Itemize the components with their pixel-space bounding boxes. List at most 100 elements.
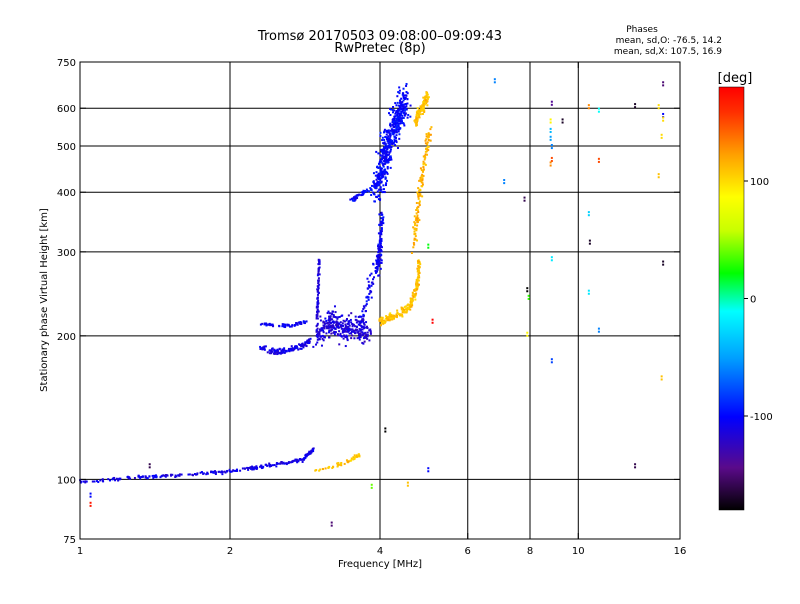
echo-point: [383, 128, 386, 131]
echo-point: [382, 157, 385, 160]
echo-point: [188, 473, 191, 476]
echo-point: [395, 128, 398, 131]
echo-point: [344, 330, 347, 333]
echo-point: [549, 130, 552, 133]
echo-point: [377, 181, 380, 184]
echo-point: [352, 330, 355, 333]
echo-point: [316, 297, 319, 300]
echo-point: [357, 323, 360, 326]
echo-point: [409, 115, 412, 118]
echo-point: [178, 473, 181, 476]
echo-point: [317, 282, 320, 285]
x-tick-label: 2: [227, 546, 233, 557]
echo-point: [275, 462, 278, 465]
echo-point: [400, 114, 403, 117]
echo-point: [403, 114, 406, 117]
echo-point: [299, 347, 302, 350]
echo-point: [318, 469, 321, 472]
echo-point: [346, 335, 349, 338]
echo-point: [364, 331, 367, 334]
echo-point: [361, 333, 364, 336]
echo-point: [310, 451, 313, 454]
echo-point: [403, 96, 406, 99]
echo-point: [335, 324, 338, 327]
echo-point: [362, 313, 365, 316]
echo-point: [111, 478, 114, 481]
echo-point: [424, 142, 427, 145]
echo-point: [317, 267, 320, 270]
echo-point: [145, 476, 148, 479]
echo-point: [360, 319, 363, 322]
echo-point: [325, 332, 328, 335]
echo-point: [84, 480, 87, 483]
echo-point: [379, 222, 382, 225]
echo-point: [409, 104, 412, 107]
echo-point: [382, 216, 385, 219]
echo-point: [415, 227, 418, 230]
echo-point: [352, 456, 355, 459]
echo-point: [422, 106, 425, 109]
echo-point: [526, 334, 529, 337]
echo-point: [381, 167, 384, 170]
echo-point: [380, 181, 383, 184]
x-tick-label: 8: [527, 546, 533, 557]
echo-point: [347, 322, 350, 325]
echo-point: [400, 102, 403, 105]
echo-point: [376, 268, 379, 271]
echo-point: [416, 107, 419, 110]
echo-point: [413, 227, 416, 230]
echo-point: [415, 121, 418, 124]
echo-point: [278, 348, 281, 351]
echo-point: [304, 454, 307, 457]
echo-point: [347, 325, 350, 328]
echo-point: [550, 358, 553, 361]
echo-point: [418, 113, 421, 116]
echo-point: [262, 347, 265, 350]
echo-point: [395, 129, 398, 132]
echo-point: [421, 112, 424, 115]
y-axis: 75 100 200 300 400 500 600 750: [57, 58, 680, 546]
echo-point: [281, 462, 284, 465]
echo-point: [355, 454, 358, 457]
echo-point: [367, 280, 370, 283]
echo-point: [391, 111, 394, 114]
echo-point: [323, 327, 326, 330]
echo-point: [328, 329, 331, 332]
echo-point: [376, 177, 379, 180]
echo-point: [384, 430, 387, 433]
echo-point: [212, 471, 215, 474]
echo-point: [412, 226, 415, 229]
echo-point: [389, 135, 392, 138]
echo-point: [261, 322, 264, 325]
echo-point: [338, 315, 341, 318]
echo-point: [419, 178, 422, 181]
echo-point: [328, 336, 331, 339]
echo-point: [388, 319, 391, 322]
echo-point: [397, 104, 400, 107]
echo-point: [268, 463, 271, 466]
echo-point: [550, 361, 553, 364]
echo-point: [312, 447, 315, 450]
echo-point: [291, 324, 294, 327]
echo-point: [587, 289, 590, 292]
echo-point: [403, 124, 406, 127]
echo-point: [400, 111, 403, 114]
echo-point: [415, 292, 418, 295]
echo-point: [398, 92, 401, 95]
echo-point: [417, 205, 420, 208]
echo-point: [597, 327, 600, 330]
echo-point: [317, 280, 320, 283]
echo-point: [345, 330, 348, 333]
echo-point: [405, 82, 408, 85]
echo-point: [366, 277, 369, 280]
echo-point: [425, 147, 428, 150]
echo-point: [393, 140, 396, 143]
echo-point: [398, 314, 401, 317]
echo-point: [334, 315, 337, 318]
echo-point: [301, 342, 304, 345]
echo-point: [336, 334, 339, 337]
y-tick-label: 300: [57, 248, 76, 259]
echo-point: [420, 107, 423, 110]
echo-point: [416, 221, 419, 224]
echo-point: [379, 239, 382, 242]
